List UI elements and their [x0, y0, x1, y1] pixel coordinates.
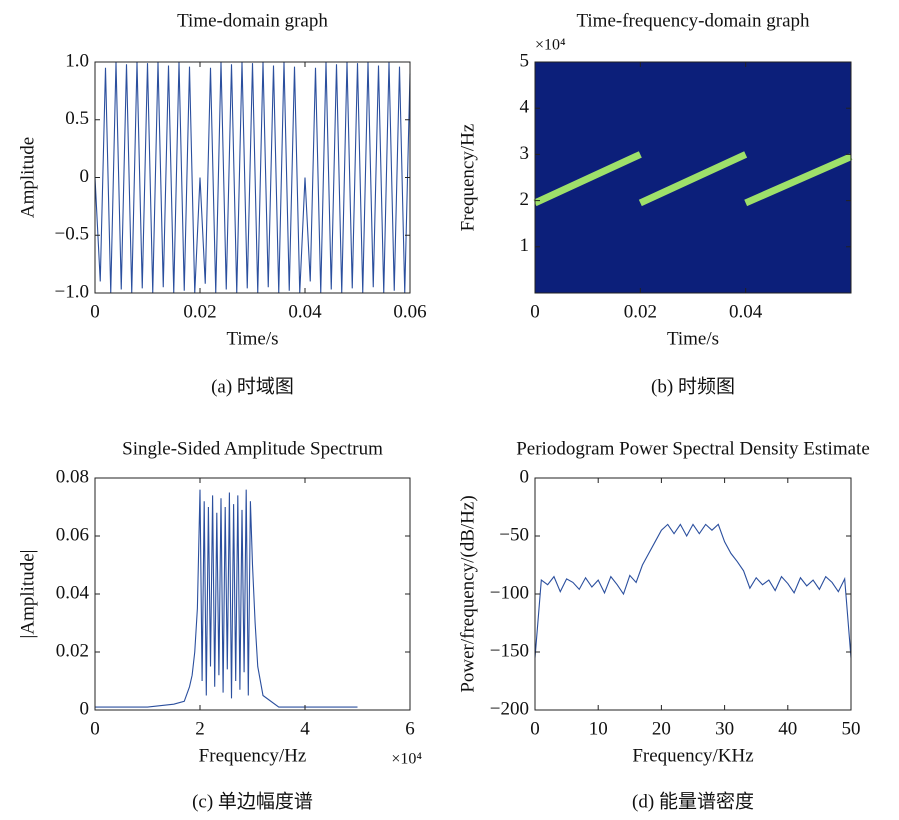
y-axis-label: Power/frequency/(dB/Hz)	[457, 495, 478, 692]
x-tick-label: 6	[405, 718, 415, 739]
chart-title: Time-frequency-domain graph	[576, 10, 810, 31]
y-tick-label: −0.5	[55, 224, 89, 245]
x-tick-label: 0	[530, 301, 540, 322]
chart-title: Periodogram Power Spectral Density Estim…	[516, 438, 870, 459]
y-axis-label: Amplitude	[17, 137, 38, 218]
y-tick-label: 3	[520, 143, 530, 164]
y-tick-label: −150	[490, 640, 529, 661]
y-tick-label: 0	[80, 166, 90, 187]
y-tick-label: 2	[520, 189, 530, 210]
chart-title: Single-Sided Amplitude Spectrum	[122, 438, 383, 459]
x-axis-label: Time/s	[667, 328, 719, 349]
subplot: 0 2 4 6 0 0.02 0.04 0.06 0.08 Single-Sided Amplit…	[17, 438, 422, 812]
y-axis-label: |Amplitude|	[17, 550, 38, 639]
y-axis-label: Frequency/Hz	[457, 124, 478, 232]
caption: (d) 能量谱密度	[632, 790, 754, 812]
y-tick-label: 0	[520, 466, 530, 487]
y-tick-label: 1.0	[65, 50, 89, 71]
y-tick-label: 0.5	[65, 108, 89, 129]
x-tick-label: 0.02	[183, 301, 216, 322]
x-tick-label: 0	[90, 301, 100, 322]
y-tick-label: 0.08	[56, 466, 89, 487]
y-tick-label: −200	[490, 698, 529, 719]
axes-frame	[94, 477, 411, 711]
x-tick-label: 0.04	[288, 301, 322, 322]
x-tick-label: 10	[589, 718, 608, 739]
axis-multiplier: ×10⁴	[391, 751, 422, 768]
y-tick-label: 0	[80, 698, 90, 719]
y-tick-label: 1	[520, 235, 530, 256]
signal-line	[94, 61, 411, 294]
x-tick-label: 2	[195, 718, 205, 739]
y-tick-label: 0.02	[56, 640, 89, 661]
frequency-ridge	[533, 151, 853, 207]
caption: (a) 时域图	[211, 375, 294, 397]
y-tick-label: −100	[490, 582, 529, 603]
subplot: 0 10 20 30 40 50 −200 −150 −100 −50 0 Periodogram P…	[457, 438, 869, 812]
signal-line	[95, 489, 358, 708]
x-axis-label: Frequency/Hz	[199, 745, 307, 766]
axes-frame	[534, 477, 852, 711]
x-tick-label: 20	[652, 718, 671, 739]
x-axis-label: Time/s	[226, 328, 278, 349]
x-tick-label: 50	[842, 718, 861, 739]
chart-title: Time-domain graph	[177, 10, 328, 31]
y-tick-label: 0.06	[56, 524, 89, 545]
x-axis-label: Frequency/KHz	[632, 745, 753, 766]
signal-line	[534, 523, 852, 658]
axes-frame	[94, 61, 411, 294]
x-tick-label: 0	[90, 718, 100, 739]
x-tick-label: 0.04	[729, 301, 763, 322]
y-tick-label: −50	[499, 524, 529, 545]
y-tick-label: 4	[520, 97, 530, 118]
x-tick-label: 0.06	[393, 301, 426, 322]
caption: (c) 单边幅度谱	[192, 790, 313, 812]
y-tick-label: −1.0	[55, 281, 89, 302]
x-tick-label: 30	[715, 718, 734, 739]
axis-multiplier: ×10⁴	[535, 37, 566, 54]
caption: (b) 时频图	[651, 375, 735, 397]
subplot: 0 0.02 0.04 0.06 −1.0 −0.5 0 0.5 1.0 Time-domain …	[17, 10, 426, 397]
axes-frame	[534, 61, 852, 294]
x-tick-label: 0	[530, 718, 540, 739]
y-tick-label: 0.04	[56, 582, 90, 603]
x-tick-label: 4	[300, 718, 310, 739]
y-tick-label: 5	[520, 50, 530, 71]
x-tick-label: 40	[778, 718, 797, 739]
x-tick-label: 0.02	[624, 301, 657, 322]
subplot: 0 0.02 0.04 1 2 3 4 5 Time-frequency-domain grap…	[457, 10, 853, 397]
